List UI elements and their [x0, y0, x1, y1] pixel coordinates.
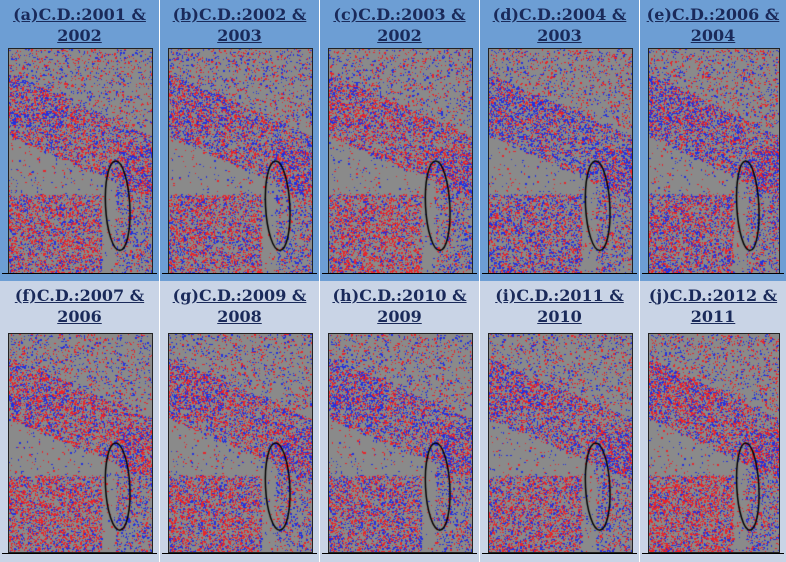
change-map-canvas — [329, 334, 472, 552]
change-map — [168, 333, 313, 553]
panel-g: (g)C.D.:2009 & 2008 — [160, 281, 320, 562]
panel-d: (d)C.D.:2004 & 2003 — [480, 0, 640, 281]
panel-caption: (d)C.D.:2004 & 2003 — [492, 5, 627, 45]
change-map-canvas — [169, 49, 312, 273]
panel-i: (i)C.D.:2011 & 2010 — [480, 281, 640, 562]
top-row: (a)C.D.:2001 & 2002 (b)C.D.:2002 & 2003 (c… — [0, 0, 786, 281]
change-map-canvas — [489, 49, 632, 273]
change-map-canvas — [9, 334, 152, 552]
panel-caption: (c)C.D.:2003 & 2002 — [333, 5, 466, 45]
change-map — [648, 48, 780, 274]
change-map — [488, 333, 633, 553]
change-map — [328, 333, 473, 553]
change-map — [328, 48, 473, 274]
change-map-canvas — [329, 49, 472, 273]
panel-caption: (e)C.D.:2006 & 2004 — [646, 5, 780, 45]
change-map-canvas — [649, 49, 779, 273]
divider — [642, 553, 784, 554]
panel-c: (c)C.D.:2003 & 2002 — [320, 0, 480, 281]
change-map — [168, 48, 313, 274]
panel-caption: (i)C.D.:2011 & 2010 — [495, 286, 624, 326]
divider — [482, 553, 637, 554]
divider — [162, 553, 317, 554]
panel-a: (a)C.D.:2001 & 2002 — [0, 0, 160, 281]
panel-caption: (f)C.D.:2007 & 2006 — [14, 286, 145, 326]
change-map — [8, 48, 153, 274]
panel-caption: (g)C.D.:2009 & 2008 — [172, 286, 307, 326]
change-map — [648, 333, 780, 553]
change-map-canvas — [9, 49, 152, 273]
change-map — [488, 48, 633, 274]
change-map-canvas — [649, 334, 779, 552]
panel-b: (b)C.D.:2002 & 2003 — [160, 0, 320, 281]
change-map — [8, 333, 153, 553]
panel-h: (h)C.D.:2010 & 2009 — [320, 281, 480, 562]
panel-caption: (h)C.D.:2010 & 2009 — [332, 286, 467, 326]
panel-f: (f)C.D.:2007 & 2006 — [0, 281, 160, 562]
change-map-canvas — [169, 334, 312, 552]
bottom-row: (f)C.D.:2007 & 2006 (g)C.D.:2009 & 2008 (h… — [0, 281, 786, 562]
panel-e: (e)C.D.:2006 & 2004 — [640, 0, 786, 281]
panel-caption: (b)C.D.:2002 & 2003 — [172, 5, 307, 45]
divider — [162, 273, 317, 274]
divider — [322, 273, 477, 274]
divider — [482, 273, 637, 274]
divider — [642, 273, 784, 274]
panel-j: (j)C.D.:2012 & 2011 — [640, 281, 786, 562]
divider — [322, 553, 477, 554]
divider — [2, 273, 157, 274]
change-map-canvas — [489, 334, 632, 552]
panel-caption: (a)C.D.:2001 & 2002 — [13, 5, 146, 45]
divider — [2, 553, 157, 554]
panel-caption: (j)C.D.:2012 & 2011 — [648, 286, 778, 326]
